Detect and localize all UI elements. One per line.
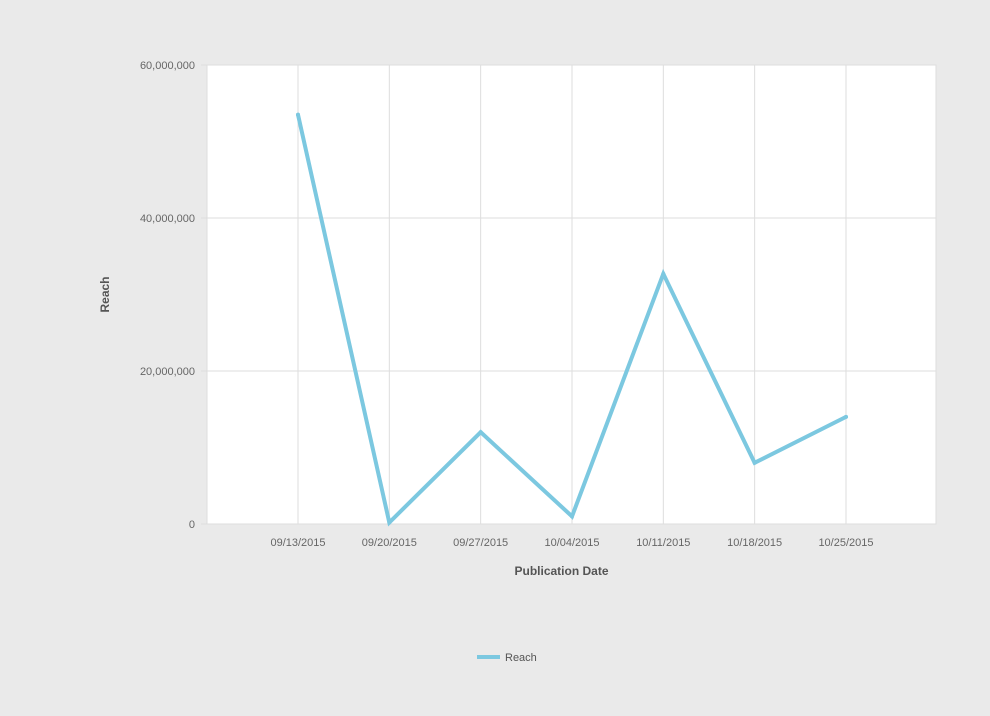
grid bbox=[207, 65, 936, 524]
y-tick-label: 20,000,000 bbox=[140, 366, 195, 378]
x-tick-label: 09/20/2015 bbox=[362, 537, 417, 549]
series-layer bbox=[296, 112, 848, 527]
data-point[interactable] bbox=[478, 430, 483, 435]
x-axis-title: Publication Date bbox=[514, 564, 608, 578]
legend-label-reach: Reach bbox=[505, 652, 537, 664]
y-tick-label: 0 bbox=[189, 519, 195, 531]
x-tick-label: 10/11/2015 bbox=[636, 537, 690, 549]
y-tick-label: 40,000,000 bbox=[140, 213, 195, 225]
legend[interactable]: Reach bbox=[477, 652, 537, 664]
data-point[interactable] bbox=[296, 112, 300, 117]
x-tick-label: 10/25/2015 bbox=[818, 537, 873, 549]
y-tick-label: 60,000,000 bbox=[140, 60, 195, 72]
data-point[interactable] bbox=[569, 514, 574, 519]
y-axis-title: Reach bbox=[98, 276, 112, 312]
x-tick-label: 10/18/2015 bbox=[727, 537, 782, 549]
data-point[interactable] bbox=[661, 271, 666, 276]
data-point[interactable] bbox=[752, 460, 757, 465]
x-axis-ticks: 09/13/2015 09/20/2015 09/27/2015 10/04/2015… bbox=[270, 537, 873, 549]
x-tick-label: 09/27/2015 bbox=[453, 537, 508, 549]
data-point[interactable] bbox=[843, 414, 848, 419]
x-tick-label: 10/04/2015 bbox=[544, 537, 599, 549]
x-tick-label: 09/13/2015 bbox=[270, 537, 325, 549]
data-point[interactable] bbox=[387, 520, 392, 525]
y-axis-ticks: 0 20,000,000 40,000,000 60,000,000 bbox=[140, 60, 207, 531]
